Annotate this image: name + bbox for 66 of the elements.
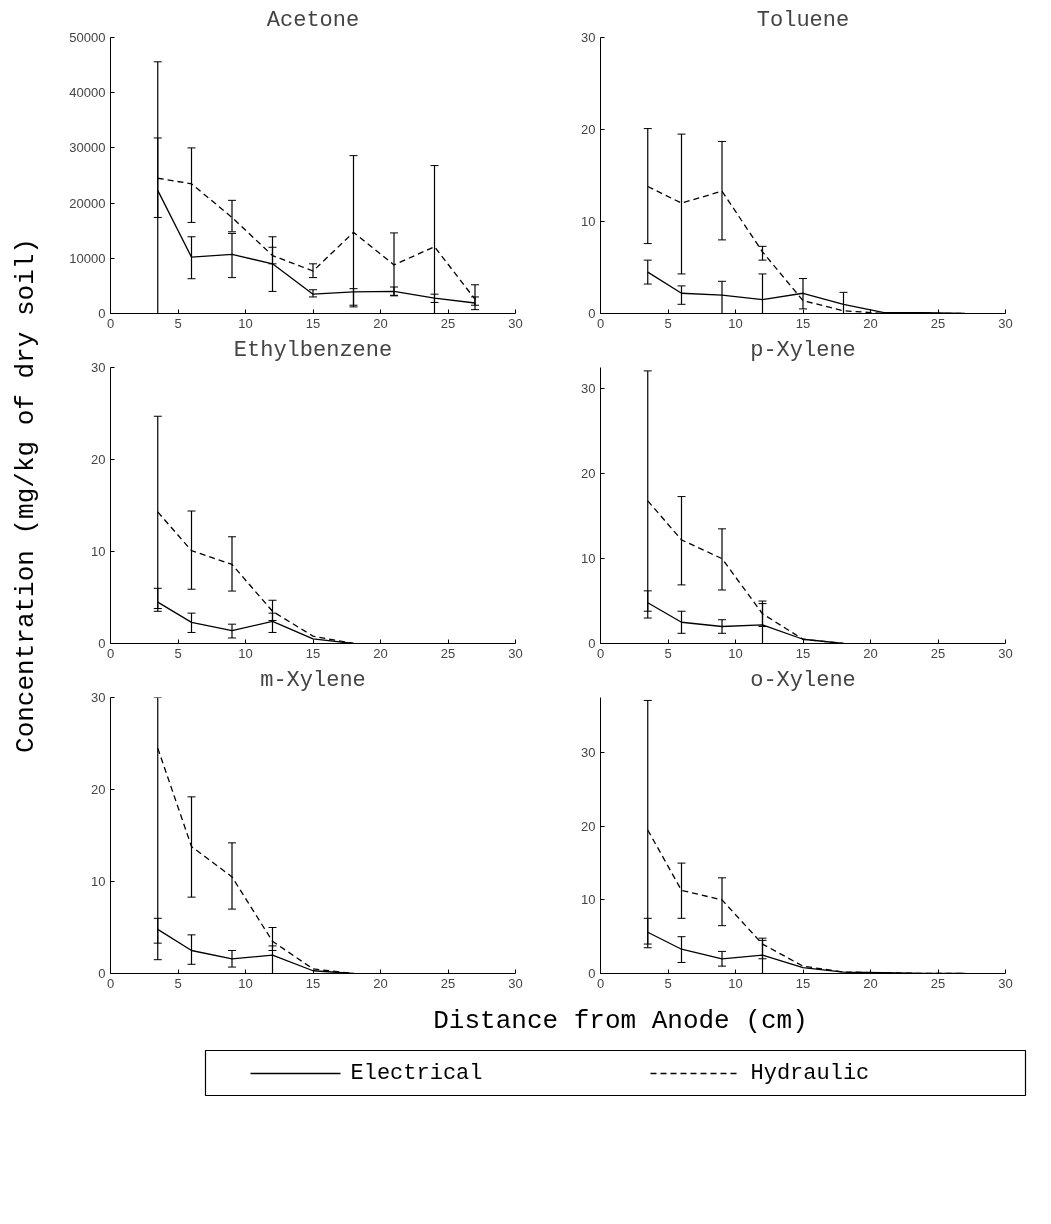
x-tick-label: 25 (930, 315, 946, 331)
y-tick-label: 30 (91, 360, 106, 375)
y-tick-label: 50000 (69, 30, 106, 45)
x-tick-label: 25 (930, 975, 946, 991)
x-tick-label: 5 (174, 315, 182, 331)
x-tick-label: 10 (238, 975, 253, 991)
x-tick-label: 10 (238, 645, 253, 661)
y-tick-label: 10 (581, 214, 596, 229)
x-tick-label: 30 (508, 645, 523, 661)
x-tick-label: 30 (998, 975, 1013, 991)
x-tick-label: 25 (440, 975, 456, 991)
x-tick-label: 20 (863, 645, 878, 661)
x-tick-label: 10 (238, 315, 253, 331)
x-tick-label: 15 (305, 645, 321, 661)
x-tick-label: 20 (373, 645, 388, 661)
chart-title: o-Xylene (750, 667, 856, 693)
x-tick-label: 30 (998, 315, 1013, 331)
x-tick-label: 20 (863, 975, 878, 991)
chart-title: Toluene (756, 7, 850, 33)
chart-title: Acetone (266, 7, 360, 33)
y-tick-label: 30000 (69, 140, 106, 156)
chart-title: m-Xylene (260, 667, 366, 693)
y-tick-label: 20 (581, 818, 596, 834)
y-tick-label: 20000 (69, 195, 106, 211)
x-tick-label: 30 (998, 645, 1013, 661)
x-tick-label: 20 (373, 975, 388, 991)
y-tick-label: 30 (91, 690, 106, 705)
x-tick-label: 15 (305, 975, 321, 991)
x-tick-label: 15 (795, 975, 811, 991)
x-tick-label: 30 (508, 315, 523, 331)
chart-title: p-Xylene (750, 337, 856, 363)
x-tick-label: 25 (440, 645, 456, 661)
y-tick-label: 10000 (69, 250, 106, 266)
x-tick-label: 20 (863, 315, 878, 331)
x-tick-label: 15 (795, 645, 811, 661)
x-tick-label: 20 (373, 315, 388, 331)
x-tick-label: 10 (728, 315, 743, 331)
x-tick-label: 10 (728, 975, 743, 991)
y-axis-title: Concentration (mg/kg of dry soil) (10, 238, 41, 753)
x-tick-label: 25 (930, 645, 946, 661)
x-axis-title: Distance from Anode (cm) (433, 1005, 808, 1036)
x-tick-label: 5 (664, 975, 672, 991)
y-tick-label: 30 (581, 381, 596, 397)
x-tick-label: 25 (440, 315, 456, 331)
x-tick-label: 10 (728, 645, 743, 661)
y-tick-label: 20 (581, 466, 596, 482)
x-tick-label: 30 (508, 975, 523, 991)
chart-title: Ethylbenzene (233, 337, 393, 363)
y-tick-label: 40000 (69, 85, 106, 101)
legend-label: Hydraulic (750, 1061, 870, 1086)
x-tick-label: 5 (664, 645, 672, 661)
x-tick-label: 15 (305, 315, 321, 331)
y-tick-label: 10 (91, 544, 106, 559)
y-tick-label: 20 (581, 122, 596, 137)
x-tick-label: 5 (174, 975, 182, 991)
x-tick-label: 5 (664, 315, 672, 331)
y-tick-label: 10 (91, 874, 106, 889)
legend-label: Electrical (350, 1061, 483, 1086)
y-tick-label: 20 (91, 452, 106, 467)
x-tick-label: 5 (174, 645, 182, 661)
y-tick-label: 30 (581, 30, 596, 45)
y-tick-label: 10 (581, 892, 596, 908)
x-tick-label: 15 (795, 315, 811, 331)
y-tick-label: 10 (581, 551, 596, 567)
y-tick-label: 30 (581, 745, 596, 761)
y-tick-label: 20 (91, 782, 106, 797)
